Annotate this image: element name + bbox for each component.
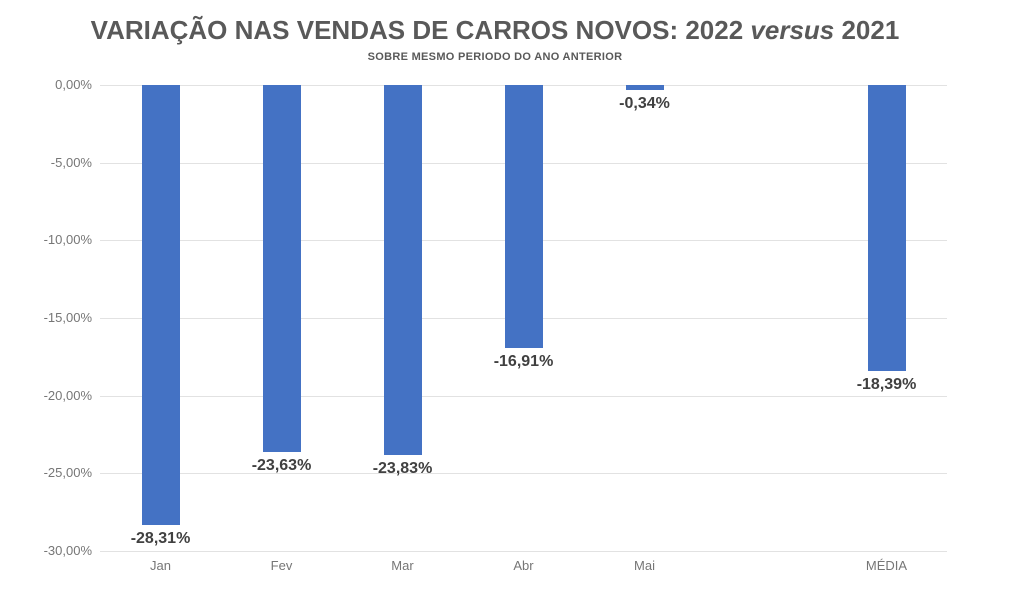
bar-mai <box>625 85 664 91</box>
gridline <box>100 395 947 397</box>
y-axis-tick-label: -10,00% <box>43 232 92 248</box>
y-axis-tick-label: 0,00% <box>55 77 92 92</box>
gridline <box>100 551 947 552</box>
bar-abr <box>504 85 543 348</box>
chart-title-suffix: 2021 <box>834 15 900 45</box>
chart-subtitle: SOBRE MESMO PERIODO DO ANO ANTERIOR <box>367 51 623 63</box>
chart-title-versus: versus <box>750 15 835 45</box>
data-label-fev: -23,63% <box>251 457 312 475</box>
y-axis-tick-label: -20,00% <box>43 387 92 403</box>
data-label-abr: -16,91% <box>493 352 554 370</box>
bar-fev <box>262 85 301 453</box>
x-axis-label-abr: Abr <box>513 558 534 573</box>
x-axis-label-mai: Mai <box>634 558 655 573</box>
x-axis-label-fev: Fev <box>270 558 293 573</box>
data-label-media: -18,39% <box>856 375 917 393</box>
chart-title-prefix: VARIAÇÃO NAS VENDAS DE CARROS NOVOS: 202… <box>90 15 751 45</box>
data-label-jan: -28,31% <box>130 529 191 547</box>
y-axis-tick-label: -5,00% <box>50 154 92 170</box>
chart-title: VARIAÇÃO NAS VENDAS DE CARROS NOVOS: 202… <box>0 15 990 46</box>
data-label-mai: -0,34% <box>619 95 670 113</box>
y-axis-tick-label: -25,00% <box>43 465 92 481</box>
bar-mar <box>383 85 422 456</box>
y-axis-tick-label: -15,00% <box>43 310 92 325</box>
gridline <box>100 473 947 475</box>
x-axis-label-mar: Mar <box>391 558 414 573</box>
x-axis-label-jan: Jan <box>150 558 171 573</box>
y-axis-tick-label: -30,00% <box>43 543 92 558</box>
x-axis-label-media: MÉDIA <box>865 558 908 573</box>
bar-jan <box>141 85 180 525</box>
data-label-mar: -23,83% <box>372 460 433 478</box>
bar-media <box>867 85 906 371</box>
